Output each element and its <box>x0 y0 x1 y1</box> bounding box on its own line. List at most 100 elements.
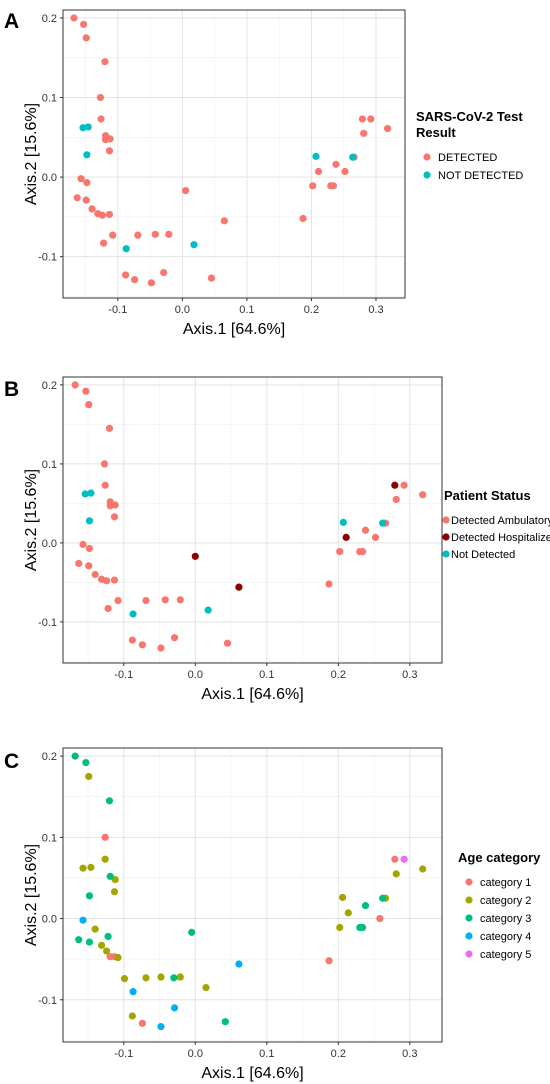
data-point <box>336 548 344 556</box>
data-point <box>329 182 337 190</box>
data-point <box>342 533 350 541</box>
data-point <box>114 953 122 962</box>
legend-key <box>465 950 473 958</box>
y-tick-label: 0.2 <box>42 751 57 763</box>
panel-border <box>62 376 443 664</box>
legend-key <box>442 516 450 524</box>
legend-title: SARS-CoV-2 Test Result <box>416 109 523 140</box>
data-point <box>79 864 87 872</box>
data-point <box>85 544 94 553</box>
x-axis-title: Axis.1 [64.6%] <box>183 321 285 338</box>
data-point <box>79 540 87 549</box>
data-point <box>344 909 352 917</box>
x-tick-label: 0.1 <box>239 304 254 316</box>
data-point <box>101 58 109 66</box>
legend-label: category 2 <box>480 895 531 907</box>
data-point <box>361 901 370 910</box>
data-point <box>101 481 109 489</box>
data-point <box>147 279 156 287</box>
data-point <box>182 186 190 195</box>
y-axis-title: Axis.2 [15.6%] <box>23 844 40 946</box>
legend-key <box>465 914 473 922</box>
legend-key <box>465 878 473 886</box>
data-point <box>221 1018 229 1026</box>
data-point <box>85 562 93 570</box>
data-point <box>98 941 106 949</box>
x-tick-label: 0.1 <box>259 1048 274 1060</box>
data-point <box>96 93 105 102</box>
data-point <box>400 481 408 489</box>
data-point <box>106 872 114 880</box>
data-point <box>188 928 196 936</box>
data-point <box>341 167 349 176</box>
x-tick-label: 0.1 <box>259 669 274 681</box>
legend-label: category 5 <box>480 949 531 961</box>
data-point <box>165 230 173 238</box>
y-tick-label: 0.1 <box>42 93 57 105</box>
data-point <box>325 957 333 965</box>
data-point <box>191 552 199 560</box>
y-tick-label: 0.1 <box>42 459 57 471</box>
legend-label: DETECTED <box>438 152 497 164</box>
data-point <box>105 424 114 432</box>
y-tick-label: -0.1 <box>38 617 57 629</box>
data-point <box>101 855 109 863</box>
x-tick-label: 0.2 <box>331 669 346 681</box>
data-point <box>419 491 427 499</box>
data-point <box>84 123 92 131</box>
data-point <box>142 974 150 982</box>
data-point <box>223 639 232 647</box>
data-point <box>88 205 96 213</box>
legend-label: category 3 <box>480 913 531 925</box>
data-point <box>71 752 79 760</box>
x-tick-label: 0.2 <box>304 304 319 316</box>
x-axis-title: Axis.1 [64.6%] <box>201 686 303 703</box>
data-point <box>235 583 243 591</box>
y-axis-title: Axis.2 [15.6%] <box>23 469 40 571</box>
data-point <box>85 401 93 409</box>
data-point <box>367 115 375 123</box>
data-point <box>400 855 408 863</box>
data-point <box>332 160 340 168</box>
legend-label: category 4 <box>480 931 531 943</box>
legend-key <box>423 153 431 161</box>
panel-letter: A <box>4 10 19 33</box>
data-point <box>82 34 90 42</box>
data-point <box>103 947 111 955</box>
data-point <box>349 153 357 161</box>
data-point <box>202 983 210 992</box>
data-point <box>106 135 114 143</box>
data-point <box>109 231 117 239</box>
data-point <box>82 196 90 204</box>
legend-label: Detected Ambulatory <box>451 515 550 527</box>
data-point <box>359 548 367 556</box>
x-tick-label: 0.2 <box>331 1048 346 1060</box>
panel-border <box>62 747 443 1043</box>
legend-title: Age category <box>458 850 541 865</box>
data-point <box>170 634 179 642</box>
data-point <box>128 636 136 644</box>
data-point <box>70 14 78 22</box>
data-point <box>81 490 89 498</box>
data-point <box>75 936 83 944</box>
x-axis-title: Axis.1 [64.6%] <box>201 1065 303 1082</box>
data-point <box>376 914 384 923</box>
data-point <box>100 239 108 247</box>
data-point <box>151 230 159 238</box>
data-point <box>105 210 114 219</box>
legend-label: NOT DETECTED <box>438 170 523 182</box>
data-point <box>73 194 81 202</box>
data-point <box>157 973 165 981</box>
data-point <box>138 1019 146 1027</box>
data-point <box>110 513 119 521</box>
data-point <box>134 231 142 239</box>
data-point <box>110 576 119 584</box>
data-point <box>138 641 146 649</box>
data-point <box>391 481 399 489</box>
legend: Age category category 1 category 2 category… <box>458 850 541 961</box>
data-point <box>220 217 228 225</box>
x-tick-label: -0.1 <box>108 304 127 316</box>
data-point <box>383 124 392 133</box>
data-point <box>85 772 93 781</box>
data-point <box>129 988 137 996</box>
